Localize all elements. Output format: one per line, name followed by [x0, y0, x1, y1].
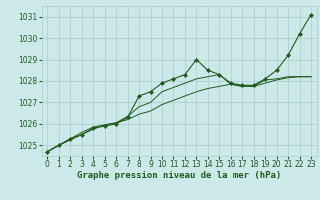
- X-axis label: Graphe pression niveau de la mer (hPa): Graphe pression niveau de la mer (hPa): [77, 171, 281, 180]
